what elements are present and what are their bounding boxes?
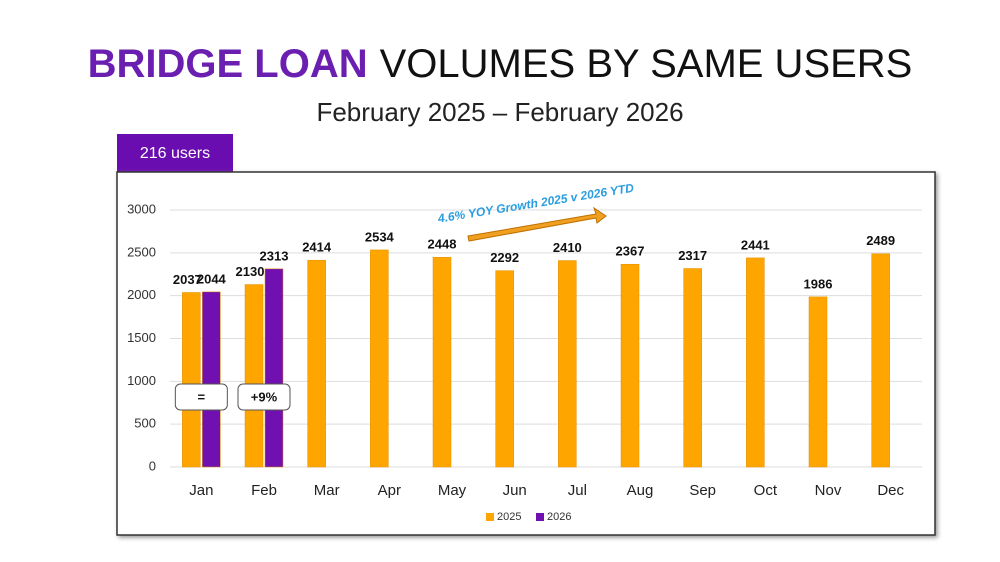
value-label: 2367 bbox=[616, 244, 645, 259]
x-tick-label: Oct bbox=[754, 482, 778, 499]
title: BRIDGE LOAN VOLUMES BY SAME USERS bbox=[88, 42, 913, 86]
x-tick-label: Jun bbox=[503, 482, 527, 499]
growth-arrow bbox=[467, 206, 607, 242]
y-tick-label: 0 bbox=[149, 458, 156, 473]
y-tick-label: 2000 bbox=[127, 287, 156, 302]
value-label: 2044 bbox=[197, 271, 227, 286]
callout-box bbox=[174, 383, 228, 411]
x-tick-label: Aug bbox=[627, 482, 654, 499]
value-label: 2292 bbox=[490, 250, 519, 265]
value-label: 2037 bbox=[173, 272, 202, 287]
value-label: 1986 bbox=[804, 276, 833, 291]
value-label: 2414 bbox=[302, 240, 332, 255]
x-tick-label: Apr bbox=[378, 482, 401, 499]
value-label: 2317 bbox=[678, 248, 707, 263]
y-tick-label: 1000 bbox=[127, 373, 156, 388]
subtitle: February 2025 – February 2026 bbox=[316, 97, 683, 127]
bar bbox=[495, 270, 514, 468]
title-rest: VOLUMES BY SAME USERS bbox=[380, 42, 913, 86]
bar bbox=[683, 268, 702, 468]
value-label: 2441 bbox=[741, 237, 770, 252]
bar bbox=[871, 253, 890, 468]
bar bbox=[244, 284, 264, 468]
value-label: 2448 bbox=[428, 237, 457, 252]
bar bbox=[202, 291, 221, 468]
bar bbox=[182, 292, 201, 468]
bar bbox=[746, 257, 765, 468]
x-tick-label: Dec bbox=[877, 482, 904, 499]
bar bbox=[620, 263, 640, 468]
x-tick-label: Mar bbox=[314, 482, 340, 499]
title-highlight: BRIDGE LOAN bbox=[88, 42, 368, 86]
callout-text: +9% bbox=[251, 389, 278, 404]
value-label: 2534 bbox=[365, 229, 395, 244]
value-label: 2130 bbox=[236, 264, 265, 279]
bar bbox=[432, 257, 452, 468]
badge: 216 users bbox=[140, 145, 210, 162]
x-tick-label: Sep bbox=[689, 482, 716, 499]
bar bbox=[808, 296, 828, 468]
bar bbox=[307, 259, 326, 468]
x-tick-label: Nov bbox=[815, 482, 842, 499]
bar bbox=[264, 268, 284, 468]
bar bbox=[370, 249, 389, 468]
legend-swatch bbox=[536, 513, 544, 521]
y-tick-label: 2500 bbox=[127, 244, 156, 259]
legend-label: 2025 bbox=[497, 511, 521, 523]
x-tick-label: Feb bbox=[251, 482, 277, 499]
bar bbox=[558, 260, 577, 468]
legend-swatch bbox=[486, 513, 494, 521]
y-tick-label: 1500 bbox=[127, 330, 156, 345]
y-tick-label: 3000 bbox=[127, 201, 156, 216]
x-tick-label: Jan bbox=[189, 482, 213, 499]
x-tick-label: May bbox=[438, 482, 467, 499]
value-label: 2410 bbox=[553, 240, 582, 255]
value-label: 2313 bbox=[260, 248, 289, 263]
x-tick-label: Jul bbox=[568, 482, 587, 499]
legend-label: 2026 bbox=[547, 511, 571, 523]
badge-box bbox=[117, 134, 233, 172]
callout-box bbox=[237, 383, 291, 411]
y-tick-label: 500 bbox=[134, 416, 156, 431]
callout-text: = bbox=[198, 389, 206, 404]
value-label: 2489 bbox=[866, 233, 895, 248]
